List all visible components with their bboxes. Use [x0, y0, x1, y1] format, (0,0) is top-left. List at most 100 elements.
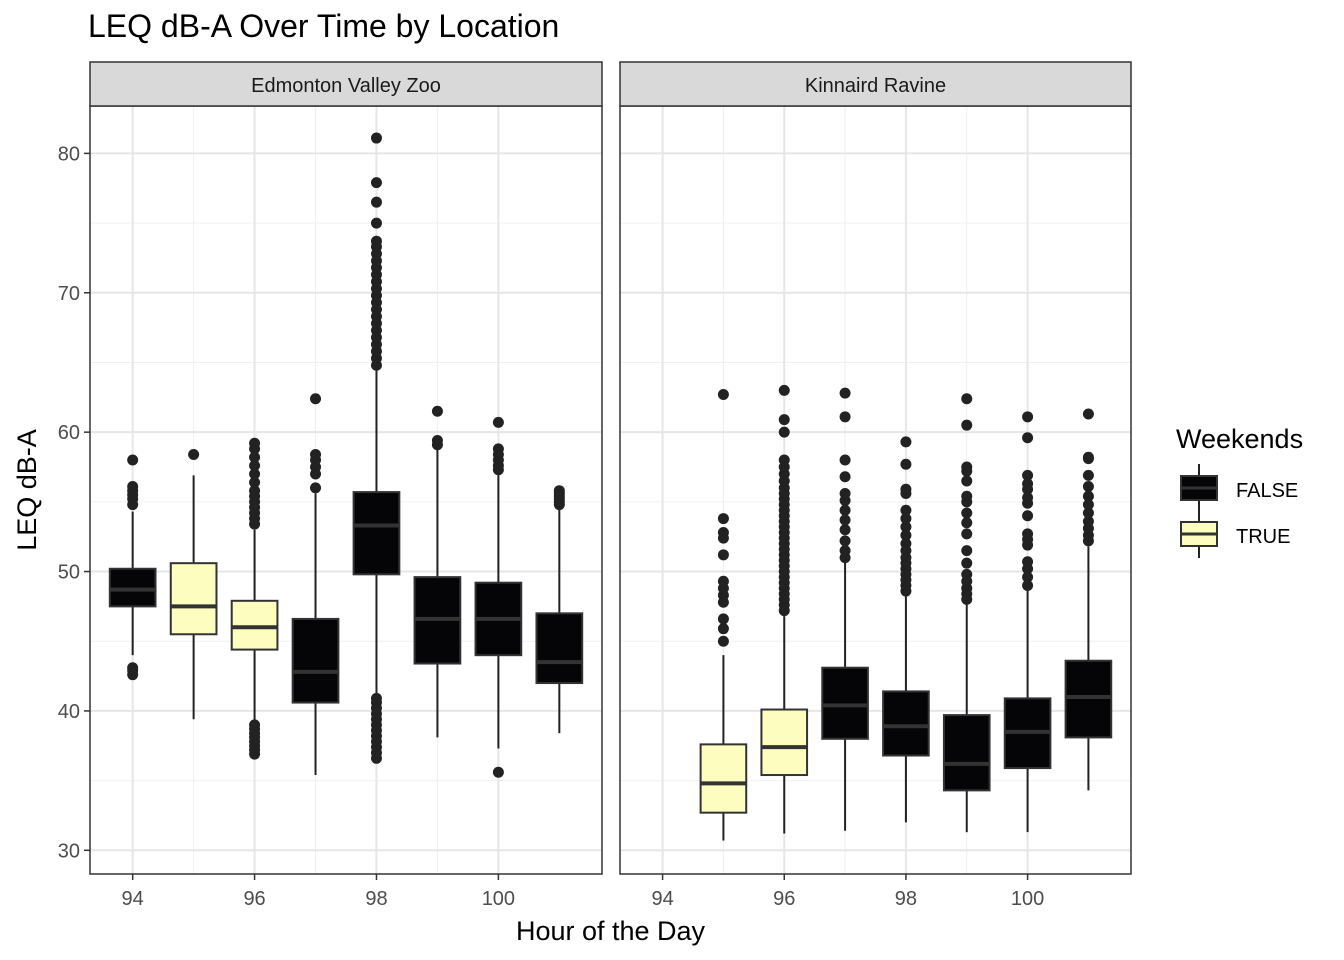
outlier-point — [1022, 478, 1034, 490]
outlier-point — [839, 387, 851, 399]
outlier-point — [249, 468, 261, 480]
outlier-point — [717, 613, 729, 625]
outlier-point — [431, 435, 443, 447]
x-tick-label: 100 — [482, 888, 515, 910]
x-axis-title: Hour of the Day — [516, 916, 706, 946]
outlier-point — [1022, 528, 1034, 540]
outlier-point — [370, 132, 382, 144]
outlier-point — [961, 517, 973, 529]
outlier-point — [249, 485, 261, 497]
y-tick-label: 50 — [58, 562, 80, 584]
x-tick-label: 94 — [122, 888, 144, 910]
outlier-point — [1082, 490, 1094, 502]
facet-strip — [619, 61, 1132, 107]
outlier-point — [961, 557, 973, 569]
x-tick-label: 98 — [895, 888, 917, 910]
box — [760, 708, 809, 777]
outlier-point — [839, 471, 851, 483]
legend-label: FALSE — [1236, 480, 1298, 502]
outlier-point — [717, 623, 729, 635]
box — [230, 599, 279, 651]
outlier-point — [900, 521, 912, 533]
outlier-point — [1022, 492, 1034, 504]
outlier-point — [961, 507, 973, 519]
outlier-point — [1082, 499, 1094, 511]
outlier-point — [127, 481, 139, 493]
box — [169, 562, 218, 636]
outlier-point — [249, 719, 261, 731]
outlier-point — [900, 513, 912, 525]
outlier-point — [717, 635, 729, 647]
outlier-point — [1022, 432, 1034, 444]
outlier-point — [900, 504, 912, 516]
outlier-point — [1022, 571, 1034, 583]
outlier-point — [492, 443, 504, 455]
y-tick-label: 60 — [58, 422, 80, 444]
outlier-point — [900, 458, 912, 470]
outlier-point — [839, 545, 851, 557]
outlier-point — [778, 454, 790, 466]
box — [1064, 659, 1113, 739]
facet-label: Kinnaird Ravine — [805, 75, 946, 97]
outlier-point — [1022, 510, 1034, 522]
box — [699, 743, 748, 814]
outlier-point — [249, 437, 261, 449]
outlier-point — [188, 448, 200, 460]
outlier-point — [370, 217, 382, 229]
outlier-point — [717, 575, 729, 587]
panel-background — [90, 106, 602, 874]
outlier-point — [839, 535, 851, 547]
box — [108, 567, 157, 608]
outlier-point — [778, 414, 790, 426]
outlier-point — [1022, 411, 1034, 423]
outlier-point — [553, 485, 565, 497]
outlier-point — [1082, 515, 1094, 527]
legend-title: Weekends — [1176, 424, 1303, 454]
outlier-point — [778, 384, 790, 396]
chart-title: LEQ dB-A Over Time by Location — [88, 8, 560, 44]
outlier-point — [249, 476, 261, 488]
box — [821, 666, 869, 740]
outlier-point — [1022, 556, 1034, 568]
outlier-point — [717, 513, 729, 525]
x-tick-label: 96 — [243, 888, 265, 910]
outlier-point — [370, 196, 382, 208]
outlier-point — [127, 454, 139, 466]
outlier-point — [127, 662, 139, 674]
outlier-point — [249, 460, 261, 472]
outlier-point — [839, 487, 851, 499]
outlier-point — [249, 451, 261, 463]
outlier-point — [961, 490, 973, 502]
x-tick-label: 94 — [651, 888, 673, 910]
outlier-point — [310, 448, 322, 460]
outlier-point — [961, 545, 973, 557]
outlier-point — [900, 529, 912, 541]
outlier-point — [839, 504, 851, 516]
outlier-point — [1082, 408, 1094, 420]
outlier-point — [900, 483, 912, 495]
facet-strip — [89, 61, 603, 107]
outlier-point — [717, 527, 729, 539]
outlier-point — [370, 692, 382, 704]
outlier-point — [961, 528, 973, 540]
facet-label: Edmonton Valley Zoo — [251, 75, 441, 97]
x-tick-label: 98 — [365, 888, 387, 910]
outlier-point — [961, 475, 973, 487]
outlier-point — [961, 568, 973, 580]
outlier-point — [961, 461, 973, 473]
outlier-point — [778, 426, 790, 438]
outlier-point — [1082, 451, 1094, 463]
box — [942, 714, 991, 792]
outlier-point — [717, 549, 729, 561]
y-axis-title: LEQ dB-A — [12, 429, 42, 551]
legend-label: TRUE — [1236, 526, 1290, 548]
outlier-point — [1022, 579, 1034, 591]
outlier-point — [492, 766, 504, 778]
outlier-point — [310, 482, 322, 494]
panel-background — [620, 106, 1131, 874]
outlier-point — [900, 436, 912, 448]
outlier-point — [492, 416, 504, 428]
y-tick-label: 80 — [58, 143, 80, 165]
y-tick-label: 70 — [58, 283, 80, 305]
box — [882, 690, 930, 757]
